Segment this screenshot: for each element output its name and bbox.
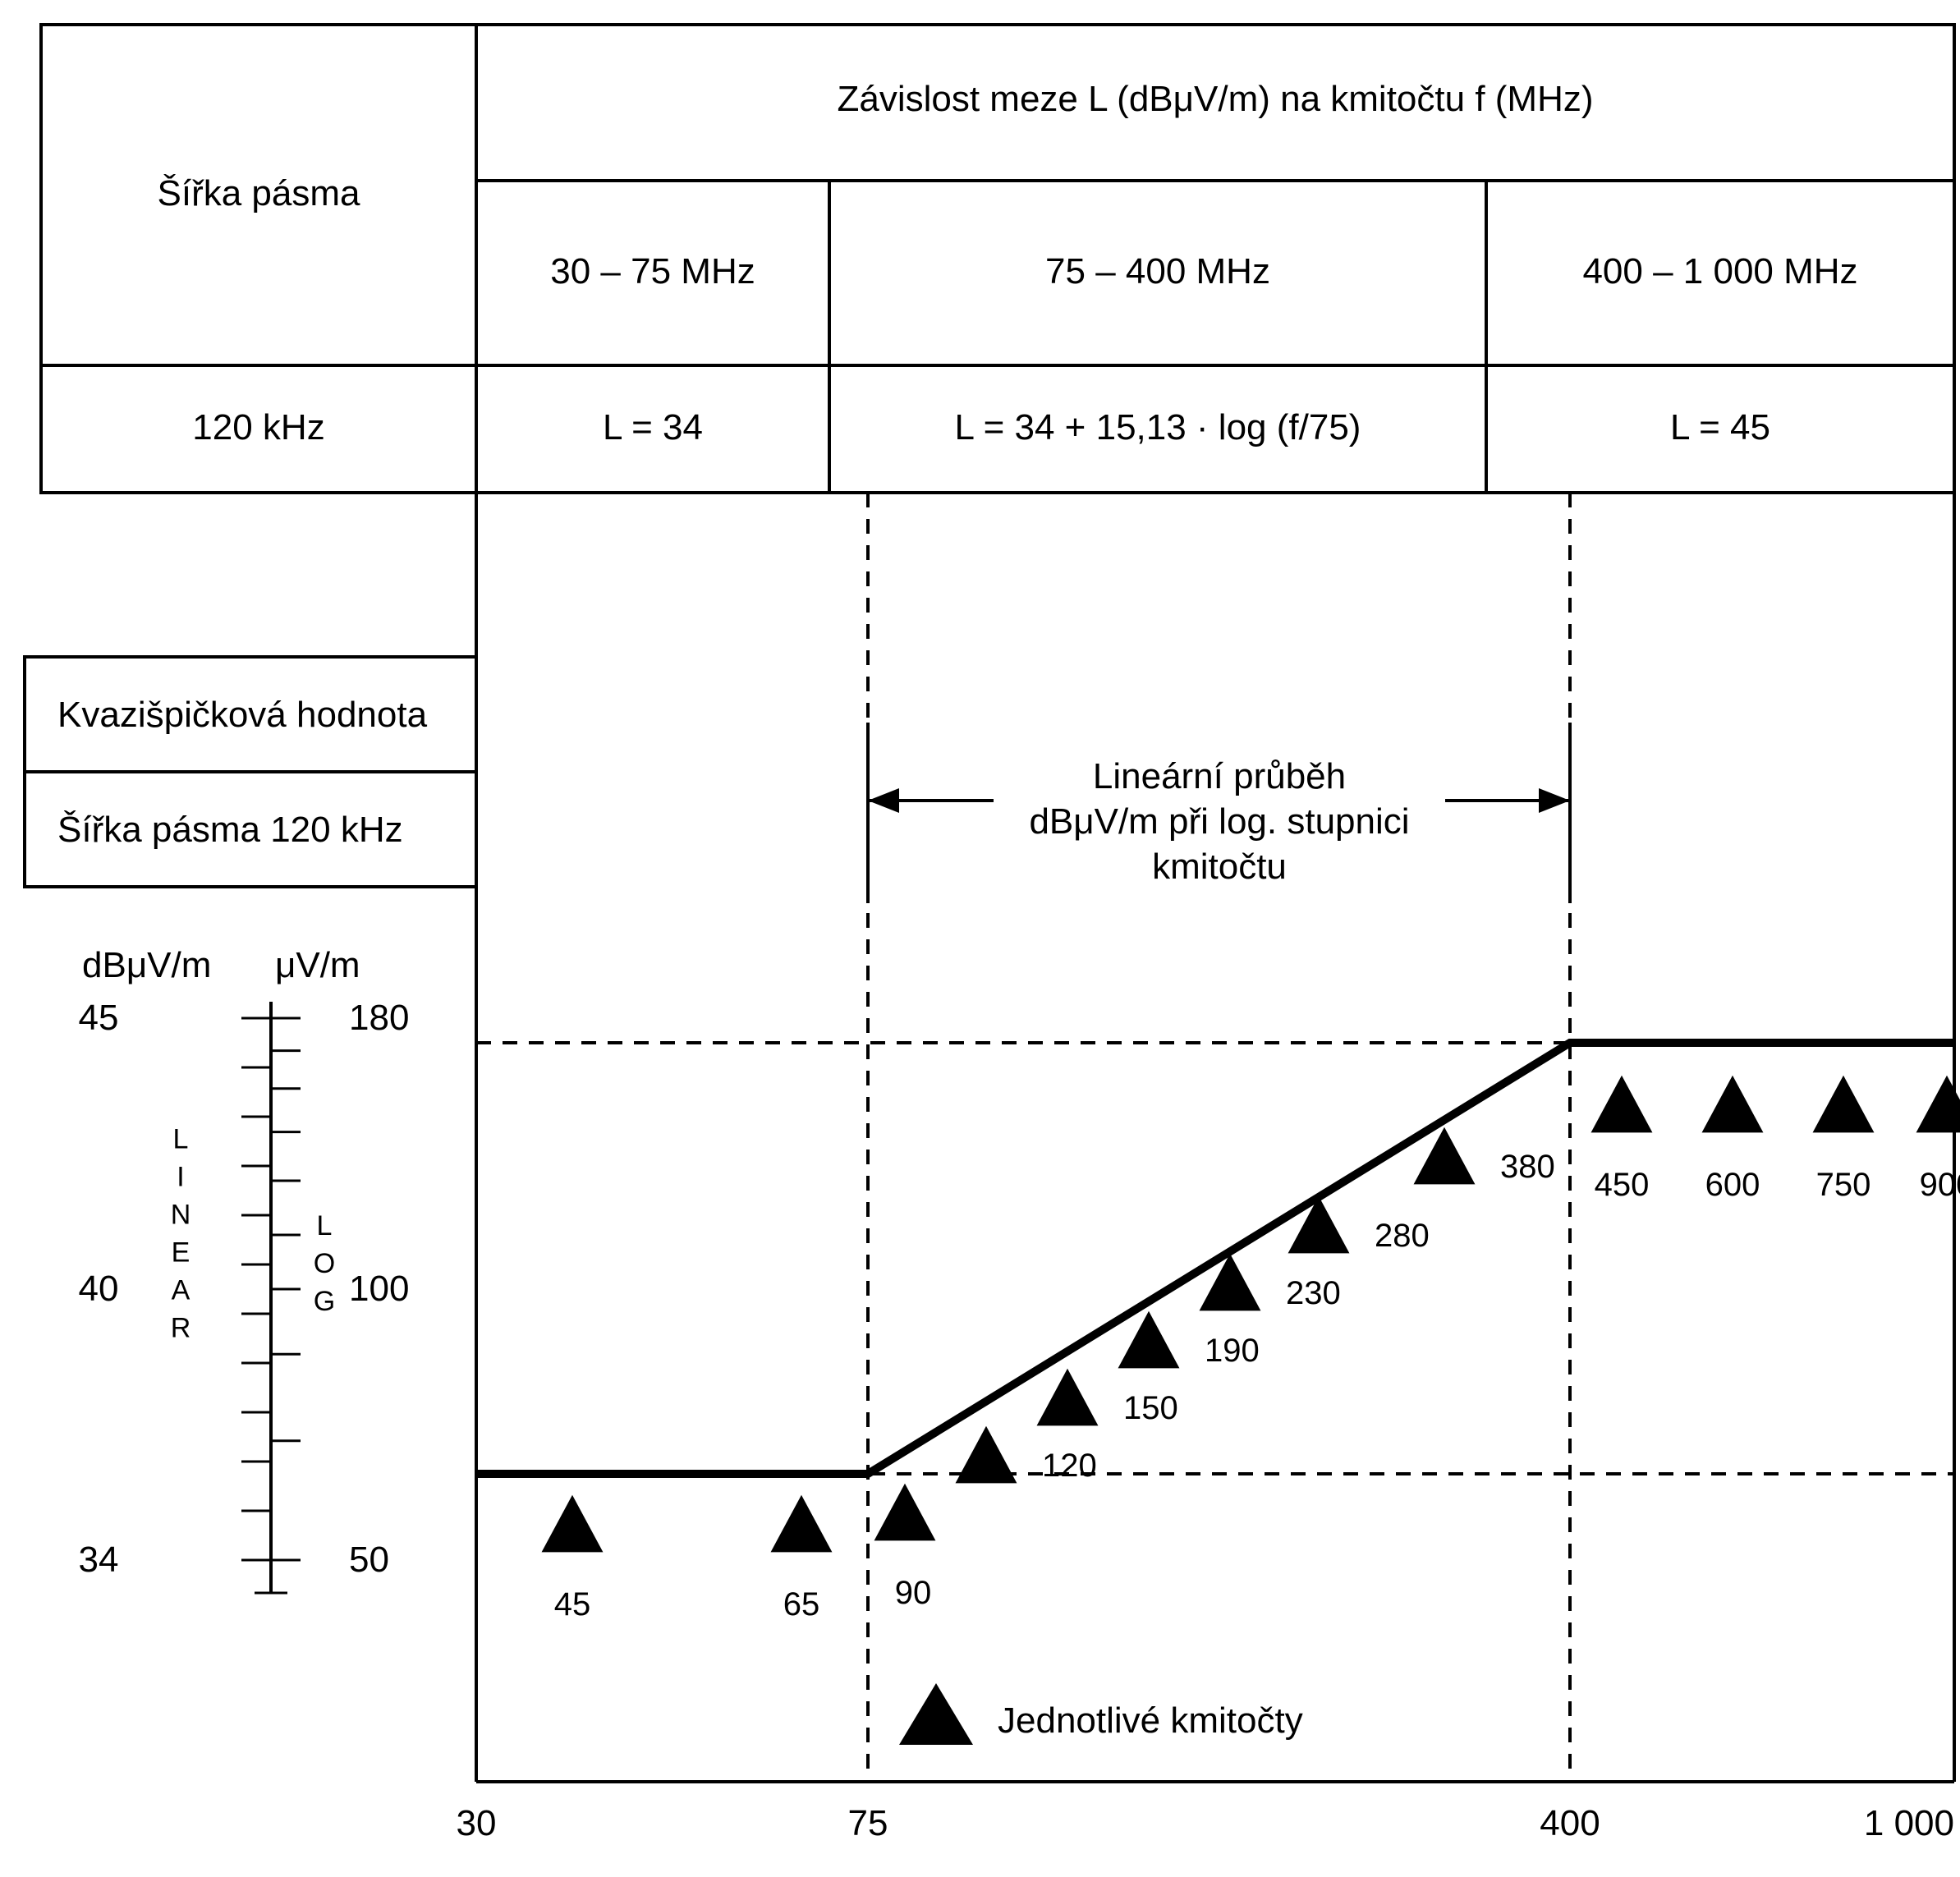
frequency-marker bbox=[771, 1495, 833, 1553]
ruler-linear-letter: L bbox=[173, 1123, 189, 1154]
ruler-linear-letter: N bbox=[171, 1199, 191, 1230]
table-row-label: 120 kHz bbox=[192, 407, 324, 447]
ruler-right-label: 100 bbox=[349, 1269, 409, 1309]
table-cell-0: L = 34 bbox=[603, 407, 703, 447]
frequency-label: 230 bbox=[1286, 1275, 1341, 1311]
table-cell-1: L = 34 + 15,13 · log (f/75) bbox=[955, 407, 1361, 447]
frequency-label: 150 bbox=[1123, 1390, 1178, 1426]
ruler-linear-letter: A bbox=[172, 1274, 190, 1306]
ruler: dBμV/m μV/m 45403418010050 LINEARLOG bbox=[79, 945, 410, 1593]
table-col-1: 75 – 400 MHz bbox=[1045, 251, 1270, 291]
frequency-label: 750 bbox=[1816, 1167, 1871, 1203]
table-col-2: 400 – 1 000 MHz bbox=[1582, 251, 1857, 291]
table-cell-2: L = 45 bbox=[1670, 407, 1770, 447]
frequency-label: 65 bbox=[783, 1586, 820, 1622]
ruler-left-label: 40 bbox=[79, 1269, 119, 1309]
frequency-marker bbox=[1813, 1076, 1875, 1133]
frequency-marker bbox=[1118, 1311, 1180, 1369]
frequency-marker bbox=[956, 1426, 1017, 1484]
annotation: Lineární průběh dBμV/m při log. stupnici… bbox=[868, 723, 1570, 903]
ruler-linear-letter: E bbox=[172, 1237, 190, 1268]
ruler-linear-letter: R bbox=[171, 1312, 191, 1343]
table-header-left: Šířka pásma bbox=[158, 172, 361, 213]
ruler-right-unit: μV/m bbox=[275, 945, 360, 985]
ruler-right-label: 180 bbox=[349, 998, 409, 1038]
ruler-right-label: 50 bbox=[349, 1540, 389, 1580]
x-tick-30: 30 bbox=[457, 1803, 497, 1843]
frequency-marker bbox=[874, 1484, 936, 1541]
side-boxes: Kvazišpičková hodnota Šířka pásma 120 kH… bbox=[25, 657, 476, 887]
frequency-label: 450 bbox=[1595, 1167, 1650, 1203]
table-col-0: 30 – 75 MHz bbox=[550, 251, 755, 291]
ruler-log-letter: G bbox=[314, 1286, 335, 1317]
x-tick-75: 75 bbox=[848, 1803, 888, 1843]
legend-label: Jednotlivé kmitočty bbox=[998, 1700, 1303, 1741]
frequency-marker bbox=[1591, 1076, 1653, 1133]
frequency-marker bbox=[542, 1495, 604, 1553]
annotation-line3: kmitočtu bbox=[1152, 847, 1287, 887]
frequency-label: 600 bbox=[1705, 1167, 1760, 1203]
ruler-log-letter: L bbox=[317, 1210, 333, 1241]
annotation-line1: Lineární průběh bbox=[1093, 756, 1346, 796]
x-tick-1000: 1 000 bbox=[1864, 1803, 1954, 1843]
frequency-label: 190 bbox=[1205, 1333, 1260, 1369]
frequency-label: 280 bbox=[1375, 1218, 1430, 1254]
legend: Jednotlivé kmitočty bbox=[899, 1683, 1303, 1745]
ruler-left-label: 45 bbox=[79, 998, 119, 1038]
side-box-2: Šířka pásma 120 kHz bbox=[57, 809, 403, 850]
table-header-top: Závislost meze L (dBμV/m) na kmitočtu f … bbox=[837, 79, 1593, 119]
frequency-label: 45 bbox=[554, 1586, 591, 1622]
frequency-markers: 45 65 90 120 150 190 230 280 380 450 600 750 900 bbox=[542, 1076, 1960, 1622]
table: Šířka pásma Závislost meze L (dBμV/m) na… bbox=[41, 25, 1954, 493]
ruler-left-label: 34 bbox=[79, 1540, 119, 1580]
frequency-label: 900 bbox=[1920, 1167, 1960, 1203]
diagram-container: Šířka pásma Závislost meze L (dBμV/m) na… bbox=[16, 16, 1960, 1861]
side-box-1: Kvazišpičková hodnota bbox=[57, 695, 428, 735]
frequency-label: 90 bbox=[895, 1575, 932, 1611]
annotation-line2: dBμV/m při log. stupnici bbox=[1029, 801, 1409, 842]
frequency-label: 120 bbox=[1042, 1448, 1097, 1484]
x-tick-400: 400 bbox=[1540, 1803, 1600, 1843]
ruler-left-unit: dBμV/m bbox=[82, 945, 211, 985]
ruler-linear-letter: I bbox=[177, 1161, 184, 1192]
diagram-svg: Šířka pásma Závislost meze L (dBμV/m) na… bbox=[16, 16, 1960, 1861]
chart: Lineární průběh dBμV/m při log. stupnici… bbox=[457, 493, 1960, 1843]
frequency-label: 380 bbox=[1500, 1149, 1555, 1185]
frequency-marker bbox=[1702, 1076, 1764, 1133]
frequency-marker bbox=[1037, 1369, 1099, 1426]
frequency-marker bbox=[1288, 1196, 1350, 1254]
ruler-log-letter: O bbox=[314, 1248, 335, 1279]
